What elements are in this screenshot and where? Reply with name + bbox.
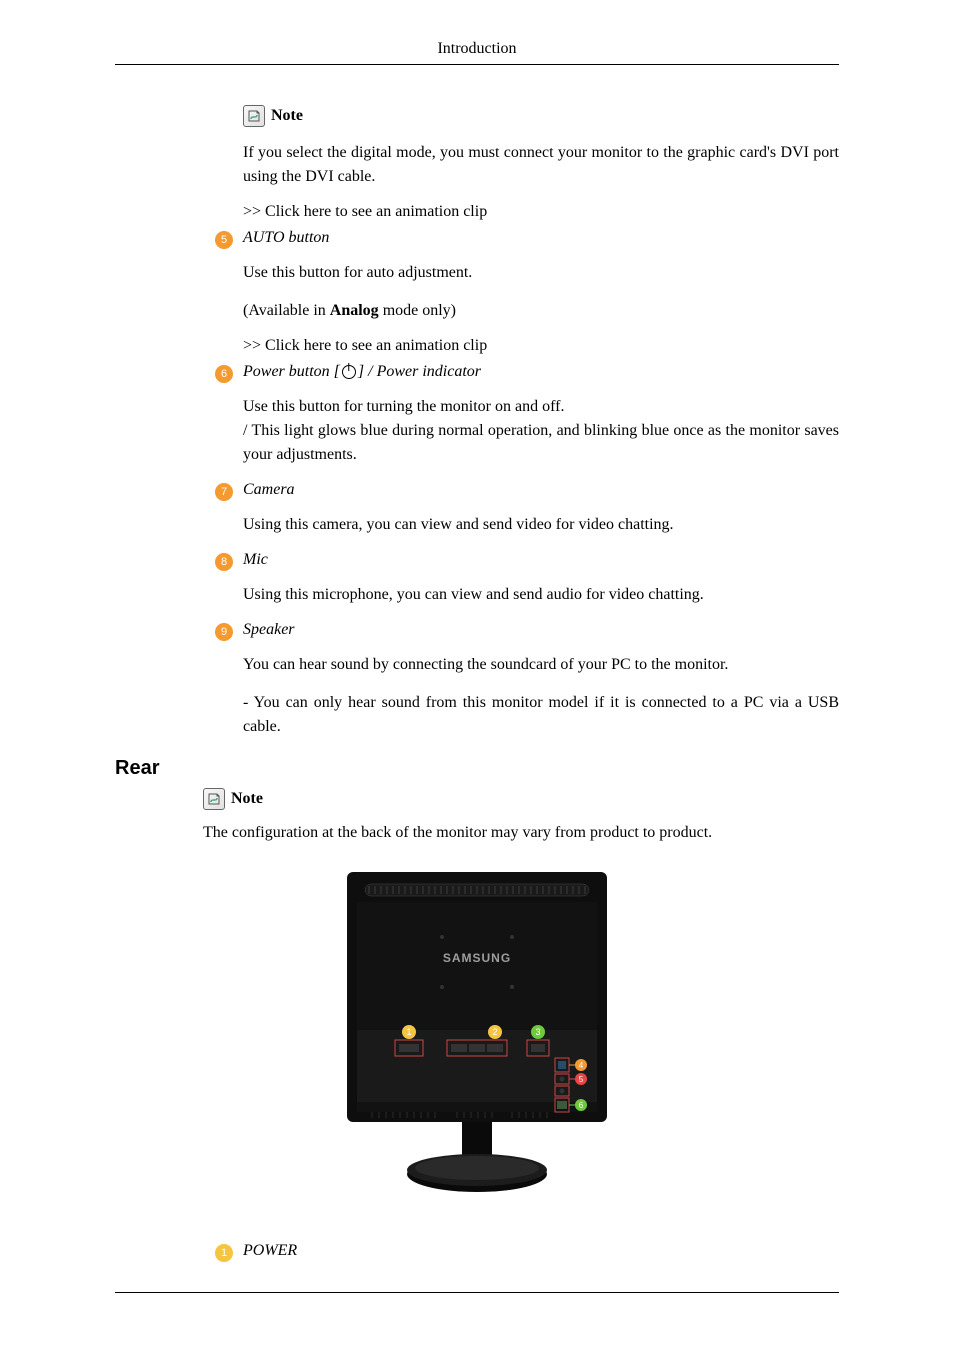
- item-6-body: Use this button for turning the monitor …: [243, 395, 839, 467]
- item-8-body: Using this microphone, you can view and …: [243, 583, 839, 607]
- item-5-body2-post: mode only): [379, 302, 456, 319]
- num-5-icon: 5: [215, 231, 233, 249]
- item-6-label-pre: Power button [: [243, 363, 340, 380]
- item-8-row: 8 Mic: [215, 551, 839, 571]
- svg-text:3: 3: [535, 1027, 540, 1037]
- item-power-row: 1 POWER: [215, 1242, 839, 1262]
- item-5-label: AUTO button: [243, 229, 329, 247]
- svg-text:6: 6: [579, 1101, 584, 1110]
- item-5-link[interactable]: >> Click here to see an animation clip: [243, 337, 839, 355]
- item-9-row: 9 Speaker: [215, 621, 839, 641]
- svg-text:1: 1: [406, 1027, 411, 1037]
- item-6-row: 6 Power button [ ] / Power indicator: [215, 363, 839, 383]
- svg-text:4: 4: [579, 1061, 584, 1070]
- item-8-label: Mic: [243, 551, 268, 569]
- item-9-label: Speaker: [243, 621, 295, 639]
- num-8-icon: 8: [215, 553, 233, 571]
- svg-text:2: 2: [492, 1027, 497, 1037]
- item-9-body: You can hear sound by connecting the sou…: [243, 653, 839, 677]
- note-link[interactable]: >> Click here to see an animation clip: [243, 203, 839, 221]
- num-power-icon: 1: [215, 1244, 233, 1262]
- item-5-body2-bold: Analog: [330, 302, 379, 319]
- page-header: Introduction: [115, 40, 839, 65]
- item-5-body2: (Available in Analog mode only): [243, 299, 839, 323]
- num-6-icon: 6: [215, 365, 233, 383]
- footer-rule: [115, 1292, 839, 1293]
- monitor-rear-svg: SAMSUNG: [327, 862, 627, 1202]
- note-body: If you select the digital mode, you must…: [243, 141, 839, 189]
- item-7-body: Using this camera, you can view and send…: [243, 513, 839, 537]
- item-5-body1: Use this button for auto adjustment.: [243, 261, 839, 285]
- item-9-body2: - You can only hear sound from this moni…: [243, 691, 839, 739]
- svg-text:5: 5: [579, 1075, 584, 1084]
- rear-intro: The configuration at the back of the mon…: [203, 824, 839, 842]
- note-block: Note: [243, 105, 839, 127]
- item-5-row: 5 AUTO button: [215, 229, 839, 249]
- note-icon: [203, 788, 225, 810]
- monitor-brand-text: SAMSUNG: [443, 951, 511, 965]
- power-icon: [342, 365, 356, 379]
- num-9-icon: 9: [215, 623, 233, 641]
- item-5-body2-pre: (Available in: [243, 302, 330, 319]
- note-label: Note: [271, 107, 303, 125]
- num-7-icon: 7: [215, 483, 233, 501]
- rear-note-label: Note: [231, 790, 263, 808]
- item-7-row: 7 Camera: [215, 481, 839, 501]
- monitor-rear-figure: SAMSUNG: [115, 862, 839, 1202]
- item-power-label: POWER: [243, 1242, 297, 1260]
- rear-note-block: Note: [203, 788, 839, 810]
- item-7-label: Camera: [243, 481, 295, 499]
- rear-heading: Rear: [115, 757, 839, 780]
- item-6-label-post: ] / Power indicator: [358, 363, 481, 380]
- item-6-label: Power button [ ] / Power indicator: [243, 363, 481, 381]
- note-icon: [243, 105, 265, 127]
- header-title: Introduction: [437, 40, 516, 57]
